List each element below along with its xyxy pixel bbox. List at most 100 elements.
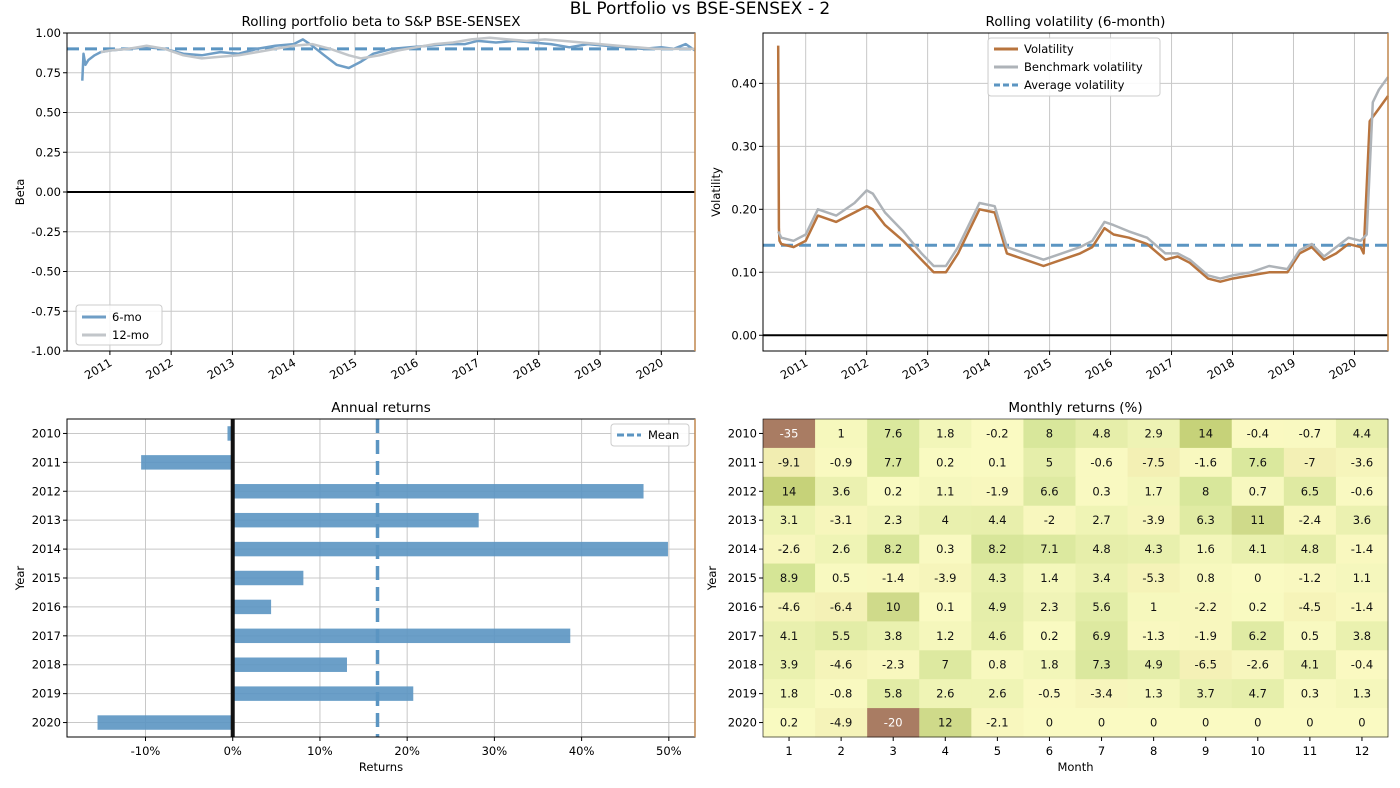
heatmap-cell	[1179, 708, 1233, 738]
heatmap-cell-label: 3.1	[780, 513, 798, 527]
y-axis-label: Volatility	[709, 167, 723, 217]
heatmap-cell-label: 0.8	[1197, 571, 1215, 585]
x-axis-label: Month	[1057, 760, 1093, 774]
heatmap-cell-label: -0.5	[1038, 687, 1060, 701]
y-tick-label: 0.00	[35, 185, 61, 199]
legend-label-0: Mean	[648, 428, 679, 442]
heatmap-cell-label: 1.1	[1353, 571, 1371, 585]
heatmap-cell	[971, 447, 1024, 478]
x-tick-label: 3	[890, 744, 897, 758]
heatmap-cell-label: 0	[1306, 716, 1313, 730]
bar-2018	[232, 657, 347, 672]
heatmap-cell	[867, 679, 920, 709]
heatmap-cell-label: -2.6	[1247, 658, 1269, 672]
y-tick-label: 1.00	[35, 26, 61, 40]
heatmap-cell-label: -4.5	[1299, 600, 1321, 614]
y-tick-label: 2018	[728, 658, 757, 672]
heatmap-cell-label: 3.6	[1353, 513, 1371, 527]
heatmap-cell-label: 0	[1202, 716, 1209, 730]
heatmap-cell-label: 1.1	[936, 484, 954, 498]
heatmap-cell	[1283, 534, 1337, 565]
y-axis-label: Year	[705, 566, 719, 592]
heatmap-cell	[971, 708, 1024, 738]
heatmap-cell-label: 4.1	[1301, 658, 1319, 672]
y-tick-label: 0.25	[35, 145, 61, 159]
heatmap-cell	[1335, 592, 1389, 622]
bar-2019	[232, 686, 414, 701]
heatmap-cell	[1075, 419, 1129, 449]
heatmap-cell	[1127, 476, 1181, 507]
heatmap-cell-label: 8.2	[988, 542, 1006, 556]
y-tick-label: 0.40	[731, 76, 757, 90]
y-tick-label: 2011	[32, 455, 61, 469]
heatmap-cell	[971, 476, 1024, 507]
heatmap-cell-label: -1.6	[1194, 455, 1216, 469]
heatmap-cell-label: 2.3	[1040, 600, 1058, 614]
x-tick-label: 2	[837, 744, 844, 758]
heatmap-cell-label: 0.7	[1249, 484, 1267, 498]
heatmap-cell	[1283, 592, 1337, 622]
heatmap-cell-label: 4.6	[988, 629, 1006, 643]
y-axis-label: Beta	[13, 179, 27, 206]
heatmap-cell	[1335, 447, 1389, 478]
heatmap-cell-label: 2.6	[832, 542, 850, 556]
heatmap-cell	[1335, 505, 1389, 536]
y-tick-label: 0.20	[731, 202, 757, 216]
heatmap-cell	[763, 505, 816, 536]
heatmap-cell	[1231, 592, 1285, 622]
heatmap-cell-label: 1.4	[1040, 571, 1058, 585]
y-tick-label: 2014	[728, 542, 757, 556]
heatmap-cell-label: 1	[837, 426, 844, 440]
chart-title: Rolling portfolio beta to S&P BSE-SENSEX	[241, 14, 520, 30]
heatmap-cell	[1179, 679, 1233, 709]
heatmap-cell-label: 4.3	[988, 571, 1006, 585]
heatmap-cell	[815, 476, 868, 507]
heatmap-cell	[1179, 650, 1233, 680]
heatmap-cell-label: 0	[1098, 716, 1105, 730]
heatmap-cell-label: -2.3	[882, 658, 904, 672]
y-axis-label: Year	[13, 566, 27, 592]
heatmap-cell-label: 12	[938, 716, 953, 730]
heatmap-cell	[815, 534, 868, 565]
heatmap-cell-label: 0.2	[1249, 600, 1267, 614]
heatmap-cell	[815, 679, 868, 709]
x-tick-label: 4	[942, 744, 949, 758]
heatmap-cell	[763, 592, 816, 622]
heatmap-cell-label: -3.1	[830, 513, 852, 527]
heatmap-cell	[1179, 592, 1233, 622]
heatmap-cell-label: 2.3	[884, 513, 902, 527]
heatmap-cell-label: 4.7	[1249, 687, 1267, 701]
bar-2014	[232, 541, 668, 557]
heatmap-cell	[763, 621, 816, 651]
heatmap-cell	[1023, 534, 1076, 565]
heatmap-cell	[1127, 650, 1181, 680]
y-tick-label: 2019	[728, 687, 757, 701]
heatmap-cell	[763, 534, 816, 565]
heatmap-cell	[1231, 679, 1285, 709]
heatmap-cell	[1283, 447, 1337, 478]
y-tick-label: -0.50	[31, 265, 61, 279]
y-tick-label: -1.00	[31, 344, 61, 358]
heatmap-cell-label: 5.5	[832, 629, 850, 643]
heatmap-cell	[867, 419, 920, 449]
x-tick-label: 12	[1355, 744, 1370, 758]
heatmap-cell-label: 0	[1358, 716, 1365, 730]
x-tick-label: 50%	[656, 744, 682, 758]
heatmap-cell-label: 6.2	[1249, 629, 1267, 643]
y-tick-label: 2020	[32, 716, 61, 730]
heatmap-cell	[919, 708, 972, 738]
heatmap-cell-label: 0.3	[1301, 687, 1319, 701]
heatmap-cell	[1335, 419, 1389, 449]
heatmap-cell	[1179, 505, 1233, 536]
y-tick-label: 2015	[32, 571, 61, 585]
heatmap-cell-label: 4	[942, 513, 949, 527]
legend-label-1: 12-mo	[112, 328, 149, 342]
heatmap-cell-label: 8.2	[884, 542, 902, 556]
heatmap-cell-label: -5.3	[1142, 571, 1164, 585]
heatmap-cell	[1127, 505, 1181, 536]
heatmap-cell	[1231, 621, 1285, 651]
legend-box	[610, 423, 690, 447]
heatmap-cell-label: 10	[886, 600, 901, 614]
x-tick-label: 8	[1150, 744, 1157, 758]
heatmap-cell-label: -1.3	[1142, 629, 1164, 643]
